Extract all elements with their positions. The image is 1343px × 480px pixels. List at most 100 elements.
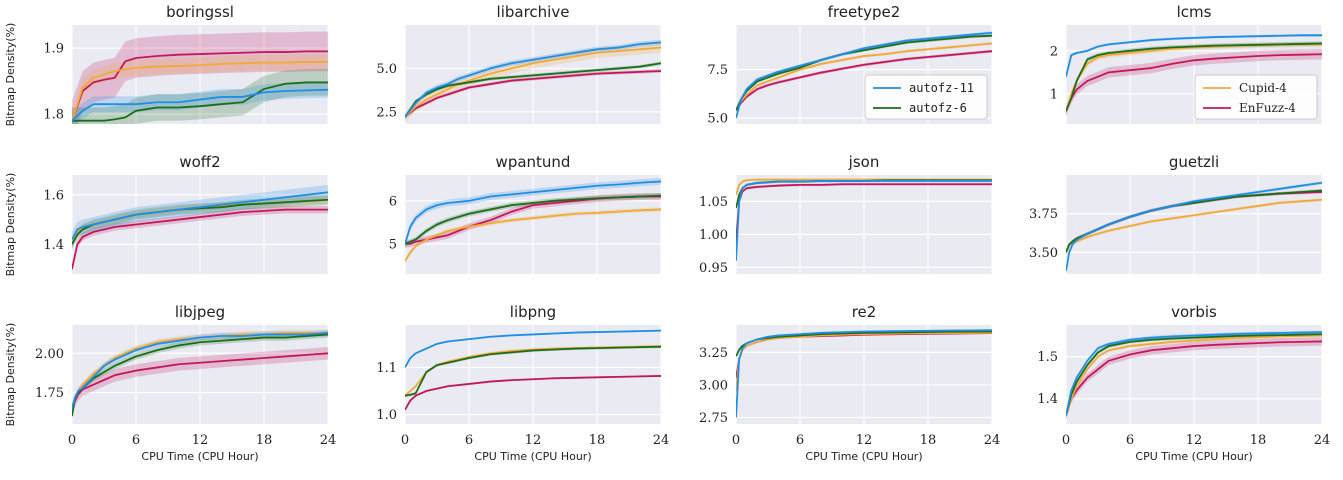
panel-freetype2: freetype2 5.0 7.5 autofz-11 autofz-6 (707, 3, 993, 127)
y-tick-label: 5 (389, 237, 397, 252)
x-tick-label: 6 (132, 433, 140, 448)
x-tick-label: 6 (1126, 433, 1134, 448)
panel-json: json 0.95 1.00 1.05 (699, 153, 993, 276)
y-tick-label: 5.0 (376, 62, 397, 77)
y-tick-label: 6 (389, 194, 397, 209)
series-group (72, 329, 328, 420)
y-tick-label: 1.75 (35, 386, 64, 401)
series-group (736, 329, 992, 419)
series-group (405, 329, 661, 411)
series-group (72, 31, 328, 124)
series-line-autofz-11 (736, 329, 992, 418)
y-tick-label: 2.75 (699, 411, 728, 426)
x-tick-label: 0 (732, 433, 740, 448)
y-tick-label: 1 (1050, 87, 1058, 102)
series-band-EnFuzz-4 (1066, 49, 1322, 117)
series-line-Cupid-4 (405, 46, 661, 118)
panel-title: wpantund (496, 153, 571, 171)
series-group (405, 39, 661, 123)
series-group (1066, 181, 1322, 273)
x-tick-label: 18 (256, 433, 273, 448)
y-tick-label: 1.9 (43, 42, 64, 57)
x-tick-label: 18 (1250, 433, 1267, 448)
series-line-autofz-11 (72, 191, 328, 240)
panel-title: vorbis (1171, 303, 1217, 321)
panel-libjpeg: libjpeg 1.75 2.00 0 6 12 18 24 CPU Time (CPU Hou… (4, 303, 336, 463)
y-tick-label: 3.75 (1029, 207, 1058, 222)
y-tick-label: 0.95 (699, 261, 728, 276)
series-line-autofz-6 (1066, 333, 1322, 416)
panel-libarchive: libarchive 2.5 5.0 (376, 3, 662, 124)
series-line-autofz-6 (405, 194, 661, 245)
series-band-autofz-6 (72, 331, 328, 420)
series-line-EnFuzz-4 (736, 183, 992, 242)
x-tick-label: 24 (1314, 433, 1331, 448)
y-tick-label: 2.5 (376, 105, 397, 120)
panel-title: re2 (852, 303, 877, 321)
series-line-EnFuzz-4 (405, 70, 661, 118)
x-tick-label: 18 (920, 433, 937, 448)
series-line-autofz-11 (1066, 34, 1322, 77)
series-line-autofz-11 (736, 31, 992, 119)
series-line-EnFuzz-4 (1066, 340, 1322, 416)
y-tick-label: 2 (1050, 44, 1058, 59)
panel-boringssl: boringssl 1.8 1.9 Bitmap Density(%) (4, 3, 329, 126)
x-axis-label: CPU Time (CPU Hour) (474, 450, 591, 463)
x-tick-label: 12 (856, 433, 873, 448)
series-band-EnFuzz-4 (72, 347, 328, 415)
y-tick-label: 7.5 (707, 63, 728, 78)
y-axis-label: Bitmap Density(%) (4, 173, 17, 277)
panel-title: woff2 (179, 153, 220, 171)
x-axis-label: CPU Time (CPU Hour) (805, 450, 922, 463)
series-group (736, 178, 992, 263)
x-tick-label: 6 (465, 433, 473, 448)
panel-title: libarchive (497, 3, 570, 21)
y-axis-label: Bitmap Density(%) (4, 323, 17, 427)
x-tick-label: 0 (68, 433, 76, 448)
series-line-Cupid-4 (1066, 334, 1322, 416)
x-tick-label: 24 (320, 433, 337, 448)
panel-re2: re2 2.75 3.00 3.25 0 6 12 18 24 CPU Time (CPU Hou… (699, 303, 1000, 463)
panel-title: guetzli (1169, 153, 1219, 171)
x-tick-label: 12 (1186, 433, 1203, 448)
series-line-autofz-6 (405, 345, 661, 397)
series-line-autofz-11 (405, 41, 661, 118)
series-group (405, 178, 661, 264)
series-line-Cupid-4 (736, 331, 992, 392)
x-tick-label: 24 (984, 433, 1001, 448)
y-tick-label: 3.25 (699, 346, 728, 361)
x-tick-label: 0 (1062, 433, 1070, 448)
series-line-EnFuzz-4 (72, 50, 328, 122)
x-tick-label: 6 (796, 433, 804, 448)
panel-vorbis: vorbis 1.4 1.5 0 6 12 18 24 CPU Time (CPU Hour) (1037, 303, 1330, 463)
panel-woff2: woff2 1.4 1.6 Bitmap Density(%) (4, 153, 329, 277)
series-line-autofz-11 (72, 331, 328, 409)
y-tick-label: 1.5 (1037, 350, 1058, 365)
panel-title: libpng (510, 303, 556, 321)
series-line-autofz-11 (72, 88, 328, 122)
series-line-EnFuzz-4 (405, 375, 661, 411)
series-line-autofz-6 (1066, 42, 1322, 112)
legend-label: autofz-11 (909, 81, 974, 95)
legend: autofz-11 autofz-6 (864, 74, 988, 120)
series-line-Cupid-4 (72, 61, 328, 121)
legend-label: Cupid-4 (1239, 81, 1287, 95)
series-group (72, 184, 328, 273)
x-tick-label: 12 (525, 433, 542, 448)
x-tick-label: 24 (653, 433, 670, 448)
panel-lcms: lcms 1 2 Cupid-4 EnFuzz-4 (1050, 3, 1323, 124)
series-line-EnFuzz-4 (736, 50, 992, 111)
series-line-Cupid-4 (405, 208, 661, 262)
panel-title: lcms (1177, 3, 1212, 21)
y-tick-label: 1.0 (376, 408, 397, 423)
panel-title: freetype2 (828, 3, 901, 21)
series-line-autofz-11 (405, 329, 661, 368)
series-band-EnFuzz-4 (72, 31, 328, 124)
y-tick-label: 1.05 (699, 195, 728, 210)
series-line-autofz-11 (1066, 181, 1322, 272)
series-band-EnFuzz-4 (72, 205, 328, 273)
panel-title: libjpeg (175, 303, 225, 321)
series-line-Cupid-4 (736, 42, 992, 111)
y-tick-label: 2.00 (35, 347, 64, 362)
